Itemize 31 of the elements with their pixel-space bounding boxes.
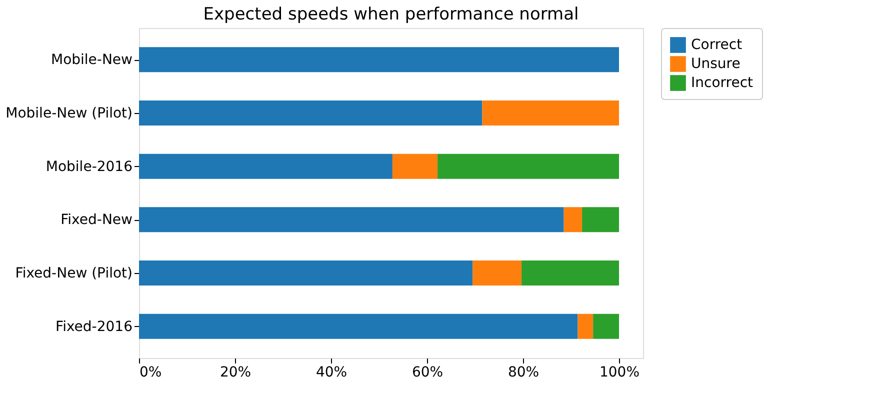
x-tick-label: 60% bbox=[412, 364, 444, 380]
bar bbox=[139, 47, 619, 72]
legend-label: Incorrect bbox=[691, 75, 754, 91]
legend-label: Unsure bbox=[691, 56, 740, 72]
y-tick-label: Fixed-New bbox=[60, 212, 132, 228]
bar bbox=[578, 314, 594, 339]
chart-title: Expected speeds when performance normal bbox=[203, 4, 579, 24]
bar bbox=[139, 100, 482, 126]
legend-label: Correct bbox=[691, 37, 743, 53]
bar bbox=[139, 260, 473, 286]
bar bbox=[522, 260, 619, 286]
y-tick-label: Mobile-2016 bbox=[46, 158, 133, 175]
y-tick-label: Fixed-New (Pilot) bbox=[15, 266, 132, 282]
bar bbox=[482, 100, 619, 126]
bar bbox=[392, 154, 438, 179]
bar bbox=[438, 154, 619, 179]
y-tick-label: Mobile-New (Pilot) bbox=[6, 106, 132, 122]
bar bbox=[564, 207, 582, 232]
bar bbox=[593, 314, 619, 339]
bar bbox=[472, 260, 522, 286]
x-tick-label: 80% bbox=[508, 364, 540, 380]
bar bbox=[139, 154, 392, 179]
bar bbox=[139, 207, 564, 232]
y-tick-label: Fixed-2016 bbox=[56, 318, 133, 335]
y-tick-label: Mobile-New bbox=[50, 52, 132, 68]
x-tick-label: 100% bbox=[599, 364, 640, 380]
x-tick-label: 20% bbox=[220, 364, 252, 380]
x-tick-label: 0% bbox=[140, 364, 162, 380]
bar bbox=[582, 207, 619, 232]
x-tick-label: 40% bbox=[316, 364, 348, 380]
bar bbox=[139, 314, 578, 339]
